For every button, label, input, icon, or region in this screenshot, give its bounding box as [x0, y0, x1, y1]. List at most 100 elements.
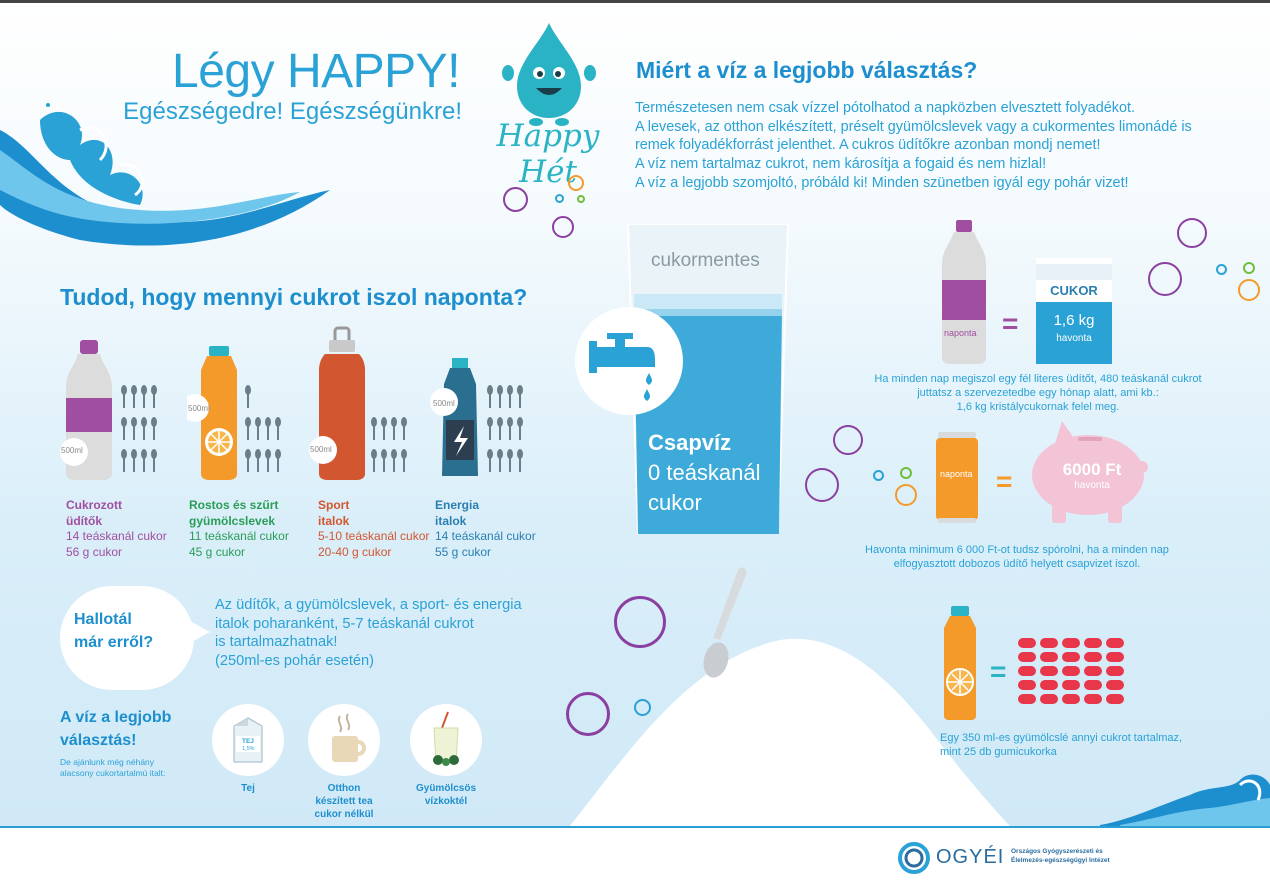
best-sub-line: De ajánlunk még néhány — [60, 757, 155, 767]
sugar-box-period: havonta — [1056, 333, 1092, 344]
energy-drink-icon — [430, 358, 478, 476]
deco-ring — [566, 692, 610, 736]
deco-ring — [805, 468, 839, 502]
soda-bottle-icon — [942, 220, 986, 364]
drink-label-juice: Rostos és szűrt gyümölcslevek 11 teáskan… — [189, 498, 289, 560]
deco-ring — [614, 596, 666, 648]
fact1-line: Ha minden nap megiszol egy fél literes ü… — [874, 373, 1202, 385]
piggy-period: havonta — [1074, 480, 1110, 491]
option-label-fruit-water: Gyümölcsös vízkoktél — [400, 782, 492, 808]
why-heading: Miért a víz a legjobb választás? — [636, 57, 978, 83]
sugar-box: CUKOR 1,6 kg havonta — [1036, 258, 1112, 364]
deco-ring — [900, 467, 912, 479]
why-line: A víz a legjobb szomjoltó, próbáld ki! M… — [635, 174, 1129, 191]
drink-name: Rostos és szűrt — [189, 498, 279, 512]
bubble-line: már erről? — [74, 634, 154, 651]
heard-line: is tartalmazhatnak! — [215, 634, 338, 651]
ogyei-logo-icon — [898, 842, 930, 874]
speech-bubble-text: Hallotál már erről? — [74, 608, 153, 654]
glass-main-line: Csapvíz — [648, 430, 732, 455]
milk-carton-icon — [233, 717, 263, 763]
faucet-badge — [575, 307, 683, 415]
fact3-text: Egy 350 ml-es gyümölcslé annyi cukrot ta… — [940, 731, 1182, 759]
tea-option-circle — [308, 704, 380, 776]
drink-volume: 500ml — [188, 404, 210, 413]
sugar-box-title: CUKOR — [1036, 280, 1112, 302]
piggy-amount: 6000 Ft — [1062, 460, 1122, 479]
page-title: Légy HAPPY! — [172, 45, 460, 98]
option-line: Otthon — [327, 783, 361, 794]
option-line: Gyümölcsös — [415, 783, 477, 794]
option-label-milk: Tej — [212, 782, 284, 795]
speech-bubble-tail — [188, 620, 210, 644]
gummy-candies-icon — [1018, 638, 1124, 704]
best-sub-line: alacsony cukortartalmú italt: — [60, 768, 166, 778]
heard-line: italok poharanként, 5-7 teáskanál cukrot — [215, 615, 474, 632]
soda-can-icon — [936, 432, 978, 523]
footer-org-name: Országos Gyógyszerészeti és Élelmezés-eg… — [1011, 848, 1110, 865]
teaspoons-icon — [245, 385, 281, 472]
equals-sign: = — [996, 466, 1013, 497]
deco-ring — [555, 194, 564, 203]
teaspoons-icon — [371, 417, 407, 472]
drink-grams: 20-40 g cukor — [318, 544, 392, 559]
why-line: Természetesen nem csak vízzel pótolhatod… — [635, 100, 1135, 116]
did-you-know-heading: Tudod, hogy mennyi cukrot iszol naponta? — [60, 284, 528, 310]
page-subtitle: Egészségedre! Egészségünkre! — [123, 98, 462, 125]
deco-ring — [552, 216, 574, 238]
fact1-line: 1,6 kg kristálycukornak felel meg. — [956, 401, 1120, 413]
option-line: készített tea — [315, 796, 373, 807]
fact2-line: elfogyasztott dobozos üdítő helyett csap… — [893, 558, 1141, 570]
tea-cup-icon — [332, 713, 366, 762]
piggy-bank-icon — [1032, 421, 1148, 523]
wave-top-left — [0, 103, 330, 246]
deco-ring — [1216, 264, 1227, 275]
drink-name: italok — [318, 513, 350, 528]
brand-name: Happy Hét — [496, 118, 600, 190]
drink-name: italok — [435, 513, 467, 528]
deco-ring — [1238, 279, 1260, 301]
option-line: cukor nélkül — [314, 809, 374, 820]
top-border — [0, 0, 1270, 3]
glass-main-line: cukor — [648, 490, 702, 515]
deco-ring — [833, 425, 863, 455]
why-line: remek folyadékforrást jelenthet. A cukro… — [635, 137, 1101, 154]
drink-label-sport: Sport italok 5-10 teáskanál cukor 20-40 … — [318, 498, 429, 560]
sugar-pile-illustration — [570, 567, 1010, 826]
equals-sign: = — [1002, 308, 1019, 339]
deco-ring — [503, 187, 528, 212]
drink-spoons: 11 teáskanál cukor — [189, 529, 289, 543]
drink-name: Energia — [435, 498, 480, 512]
heard-text: Az üdítők, a gyümölcslevek, a sport- és … — [215, 596, 522, 670]
deco-ring — [895, 484, 917, 506]
fruit-cocktail-icon — [433, 711, 459, 766]
why-text: Természetesen nem csak vízzel pótolhatod… — [635, 99, 1235, 193]
deco-ring — [873, 470, 884, 481]
bottle-label: naponta — [944, 328, 977, 338]
sport-bottle-icon — [309, 326, 365, 480]
drink-volume: 500ml — [310, 445, 332, 454]
speech-bubble — [60, 586, 194, 690]
drink-spoons: 14 teáskanál cukor — [435, 529, 536, 543]
drink-grams: 45 g cukor — [189, 544, 246, 559]
drink-name: Sport — [318, 498, 350, 512]
soda-bottle-icon — [60, 340, 112, 480]
glass-top-label: cukormentes — [651, 250, 760, 271]
droplet-mascot-icon — [502, 23, 596, 126]
deco-ring — [1177, 218, 1207, 248]
drink-label-soda: Cukrozott üdítők 14 teáskanál cukor 56 g… — [66, 498, 167, 560]
deco-ring — [1243, 262, 1255, 274]
fact2-text: Havonta minimum 6 000 Ft-ot tudsz spórol… — [832, 543, 1202, 571]
milk-option-circle: TEJ 1,5% — [212, 704, 284, 776]
teaspoons-icon — [487, 385, 523, 472]
why-line: A víz nem tartalmaz cukrot, nem károsítj… — [635, 156, 1047, 173]
best-heading: A víz a legjobb választás! — [60, 706, 171, 752]
can-label: naponta — [940, 469, 973, 479]
equals-sign: = — [990, 656, 1007, 687]
footer-line — [0, 826, 1270, 828]
deco-ring — [634, 699, 651, 716]
drink-spoons: 5-10 teáskanál cukor — [318, 529, 430, 543]
footer-bar — [0, 828, 1270, 887]
best-heading-line: A víz a legjobb — [60, 709, 172, 726]
juice-bottle-icon — [944, 606, 976, 720]
